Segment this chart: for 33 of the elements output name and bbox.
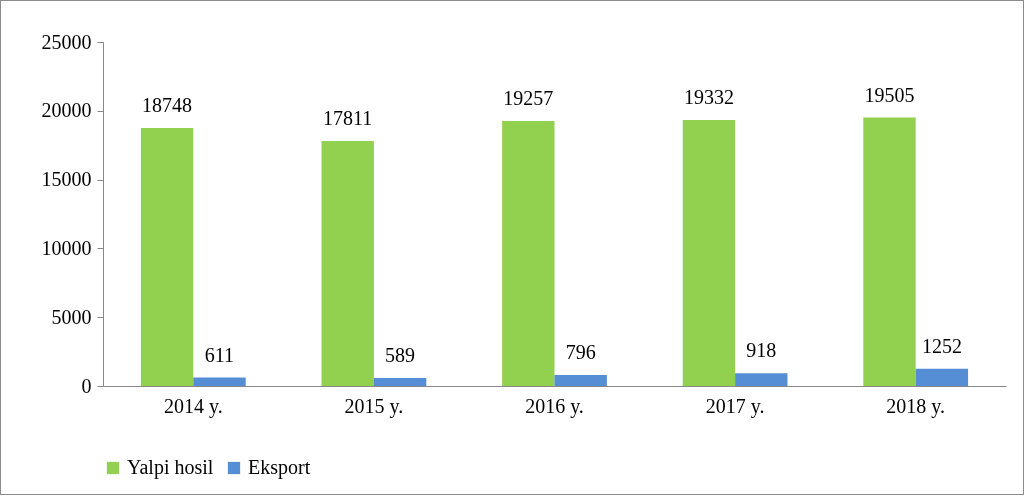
data-label: 17811 <box>323 106 373 129</box>
bar <box>915 368 969 386</box>
data-label: 589 <box>385 343 416 366</box>
bar <box>682 119 736 386</box>
data-label: 918 <box>746 339 777 362</box>
bar <box>554 375 607 386</box>
bar <box>140 128 194 386</box>
data-label: 19332 <box>683 85 734 108</box>
x-tick-label: 2018 y. <box>886 394 946 418</box>
y-tick-label: 10000 <box>41 236 92 259</box>
bar <box>321 140 374 386</box>
data-label: 19257 <box>503 87 554 110</box>
bar <box>373 377 427 386</box>
data-label: 19505 <box>864 83 915 106</box>
bar <box>735 373 788 386</box>
legend-label: Eksport <box>248 456 311 479</box>
bar <box>502 121 555 386</box>
data-label: 18748 <box>142 94 193 117</box>
bar <box>863 117 916 386</box>
x-tick-label: 2014 y. <box>163 394 223 418</box>
data-label: 611 <box>204 343 235 366</box>
legend-label: Yalpi hosil <box>127 456 214 479</box>
data-label: 796 <box>565 341 596 364</box>
x-tick-label: 2017 y. <box>705 394 765 418</box>
y-tick-label: 25000 <box>41 30 92 53</box>
x-tick-label: 2015 y. <box>344 394 404 418</box>
x-tick-label: 2016 y. <box>525 394 584 418</box>
bar <box>193 377 246 386</box>
y-tick-label: 15000 <box>41 168 92 191</box>
y-tick-label: 20000 <box>41 99 92 122</box>
y-tick-label: 0 <box>81 374 92 397</box>
y-tick-label: 5000 <box>51 305 92 328</box>
data-label: 1252 <box>921 334 962 357</box>
